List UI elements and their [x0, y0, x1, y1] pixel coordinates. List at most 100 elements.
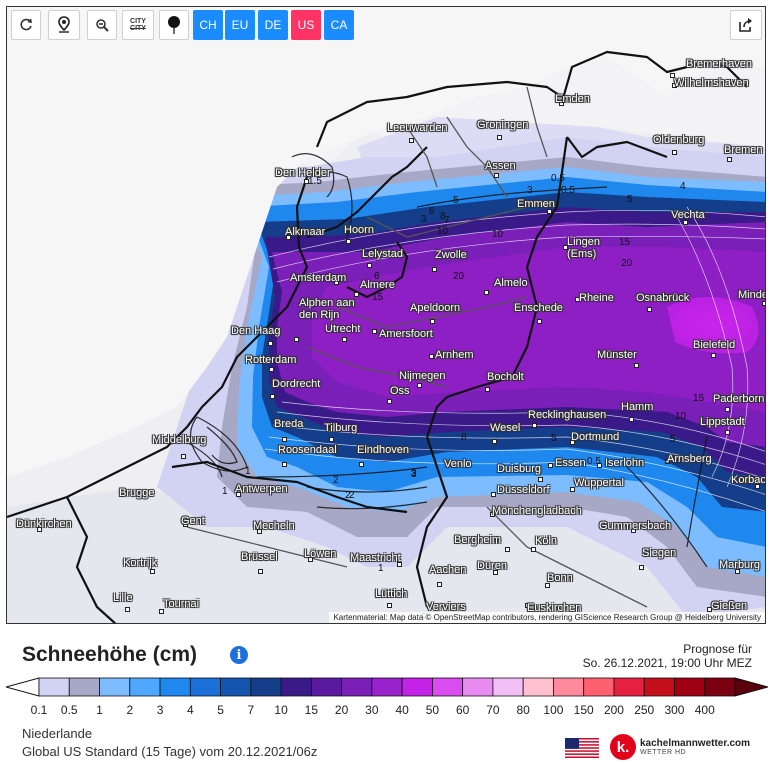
city-label: Münster: [597, 349, 637, 361]
city-label: Zwolle: [435, 249, 467, 261]
city-label: Köln: [535, 535, 558, 547]
brand-logo[interactable]: k. kachelmannwetter.com WETTER HD: [610, 734, 750, 760]
city-marker: [490, 512, 495, 517]
share-icon: [739, 18, 752, 32]
forecast-label: Prognose für So. 26.12.2021, 19:00 Uhr M…: [583, 642, 752, 670]
scale-swatch: [553, 677, 585, 697]
city-marker: [437, 582, 442, 587]
info-icon[interactable]: i: [230, 646, 248, 664]
city-label: Bielefeld: [693, 339, 736, 351]
city-marker: [725, 407, 730, 412]
city-marker: [432, 267, 437, 272]
zoom-out-button[interactable]: [87, 10, 117, 40]
city-marker: [735, 569, 740, 574]
city-marker: [629, 417, 634, 422]
isoline-label: 10: [437, 226, 449, 237]
city-label: Gießen: [711, 600, 748, 612]
balloon-pin-icon: [168, 16, 180, 34]
city-marker: [494, 173, 499, 178]
scale-swatch: [613, 677, 645, 697]
city-marker: [387, 603, 392, 608]
city-marker: [665, 459, 670, 464]
location-pin-icon: [58, 16, 70, 33]
location-button[interactable]: [48, 10, 80, 40]
scale-swatch: [401, 677, 433, 697]
isoline-label: 3: [411, 469, 417, 480]
city-label: Löwen: [304, 548, 337, 560]
us-flag-icon: [565, 738, 599, 758]
city-label: Hamm: [621, 401, 654, 413]
city-label: Groningen: [477, 119, 529, 131]
city-label: Verviers: [426, 601, 466, 613]
scale-swatch: [431, 677, 464, 697]
brand-name: kachelmannwetter.com: [640, 737, 751, 749]
city-label: Duisburg: [497, 463, 542, 475]
scale-tick-label: 100: [543, 703, 564, 717]
scale-tick-label: 80: [516, 703, 530, 717]
city-marker: [570, 487, 575, 492]
city-label: Aachen: [429, 564, 467, 576]
isoline-label: 8: [461, 432, 467, 443]
city-label: Nijmegen: [399, 370, 446, 382]
city-label: Lille: [113, 592, 133, 604]
isoline-label: 15: [619, 237, 631, 248]
city-marker: [670, 73, 675, 78]
city-marker: [430, 319, 435, 324]
scale-tick-label: 300: [664, 703, 685, 717]
city-marker: [639, 565, 644, 570]
city-marker: [409, 138, 414, 143]
city-marker: [563, 245, 568, 250]
city-marker: [417, 383, 422, 388]
region-button-de[interactable]: DE: [258, 10, 288, 40]
refresh-button[interactable]: [11, 10, 41, 40]
city-label: Arnsberg: [667, 453, 712, 465]
city-marker: [631, 528, 636, 533]
region-button-ch[interactable]: CH: [193, 10, 223, 40]
city-marker: [485, 387, 490, 392]
scale-swatch: [68, 677, 100, 697]
scale-swatch: [462, 677, 494, 697]
region-button-ca[interactable]: CA: [324, 10, 354, 40]
scale-tick-label: 0.5: [60, 703, 78, 717]
scale-swatch: [704, 677, 736, 697]
station-marker-button[interactable]: [159, 10, 189, 40]
city-label: Hoorn: [344, 224, 374, 236]
isoline-label: 5: [453, 195, 459, 206]
city-marker: [547, 209, 552, 214]
color-scale: [6, 677, 768, 697]
city-label: Rheine: [579, 292, 614, 304]
city-marker: [334, 280, 339, 285]
city-label: Amsterdam: [290, 272, 347, 284]
city-marker: [286, 235, 291, 240]
city-label: Alkmaar: [285, 226, 326, 238]
isoline-label: 0.5: [561, 185, 575, 196]
city-label: Breda: [274, 418, 304, 430]
city-marker: [282, 462, 287, 467]
city-label: Recklinghausen: [528, 409, 607, 421]
city-label: Dordrecht: [272, 378, 321, 390]
scale-tick-label: 1: [96, 703, 103, 717]
scale-tick-label: 5: [217, 703, 224, 717]
city-marker: [150, 569, 155, 574]
region-button-us[interactable]: US: [291, 10, 321, 40]
city-marker: [634, 363, 639, 368]
city-marker: [181, 454, 186, 459]
city-label: Iserlohn: [605, 457, 645, 469]
city-labels-button[interactable]: CITY CITY: [122, 10, 154, 40]
city-marker: [236, 492, 241, 497]
city-label: Enschede: [514, 302, 563, 314]
isoline-label: 1: [378, 563, 384, 574]
forecast-line2: So. 26.12.2021, 19:00 Uhr MEZ: [582, 656, 752, 670]
isoline-label: 3: [421, 214, 427, 225]
city-label: Düsseldorf: [497, 484, 550, 496]
city-label: Osnabrück: [636, 292, 690, 304]
share-button[interactable]: [730, 10, 762, 40]
city-marker: [647, 307, 652, 312]
isoline-label: 2: [349, 490, 355, 501]
region-button-eu[interactable]: EU: [225, 10, 255, 40]
city-label: Minden: [738, 289, 765, 301]
city-marker: [559, 101, 564, 106]
city-label: Mönchengladbach: [492, 505, 582, 517]
map-viewport[interactable]: Bremerhaven Wilhelmshaven Emden Leeuward…: [6, 6, 766, 624]
scale-tick-label: 0.1: [30, 703, 48, 717]
